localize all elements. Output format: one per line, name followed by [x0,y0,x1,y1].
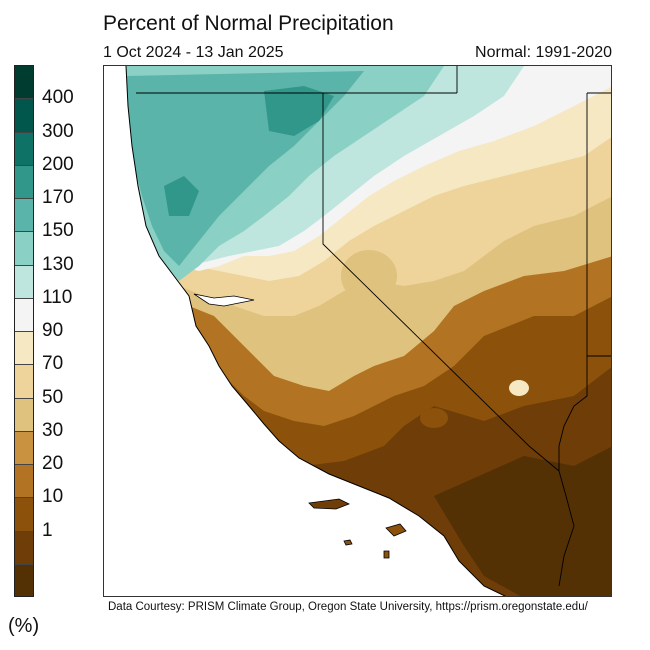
channel-island-2 [385,523,407,537]
land-region-darkest [434,447,611,596]
legend-tick-label: 110 [42,286,73,308]
legend-tick-label: 1 [42,519,53,541]
bay-inlet [193,293,255,307]
legend-swatch [14,563,34,597]
legend-tick-label: 90 [42,320,64,341]
legend-tick-label: 130 [42,253,74,275]
date-range: 1 Oct 2024 - 13 Jan 2025 [103,44,284,61]
legend-swatch [14,264,34,298]
legend-swatch [14,430,34,464]
legend-swatch [14,297,34,331]
ocean-mask [104,66,505,596]
coastline [125,66,506,596]
legend-tick-label: 300 [42,120,74,142]
legend-unit: (%) [8,615,40,637]
legend-tick-label: 50 [42,386,64,408]
legend-tick-label: 70 [42,353,64,375]
channel-island-1 [308,498,350,510]
valley-pocket [420,408,448,428]
legend-tick-label: 400 [42,87,74,109]
legend-swatch [14,131,34,165]
normal-period: Normal: 1991-2020 [475,44,612,61]
basin-pocket [341,250,397,302]
legend-tick-label: 200 [42,153,74,175]
legend-tick-label: 30 [42,419,64,441]
california-arizona-border [558,470,575,587]
legend-swatch [14,530,34,564]
highland-pocket [509,380,529,396]
color-legend [14,65,34,597]
legend-swatch [14,397,34,431]
legend-swatch [14,65,34,99]
legend-swatch [14,497,34,531]
legend-swatch [14,164,34,198]
legend-swatch [14,231,34,265]
land-region-deep-teal [164,176,199,216]
legend-swatch [14,198,34,232]
legend-swatch [14,464,34,498]
legend-swatch [14,364,34,398]
land-region-dark-teal [264,86,334,136]
legend-tick-label: 150 [42,220,74,242]
precipitation-map [103,65,612,597]
map-canvas [104,66,611,596]
channel-island-3 [343,539,353,546]
map-title: Percent of Normal Precipitation [103,12,394,35]
nevada-arizona-border [558,356,588,471]
data-credit: Data Courtesy: PRISM Climate Group, Oreg… [108,601,588,613]
legend-tick-label: 20 [42,453,64,474]
legend-tick-label: 10 [42,486,64,508]
legend-tick-label: 170 [42,187,74,208]
channel-island-4 [383,550,390,559]
legend-swatch [14,331,34,365]
legend-swatch [14,98,34,132]
california-nevada-border [322,93,560,472]
